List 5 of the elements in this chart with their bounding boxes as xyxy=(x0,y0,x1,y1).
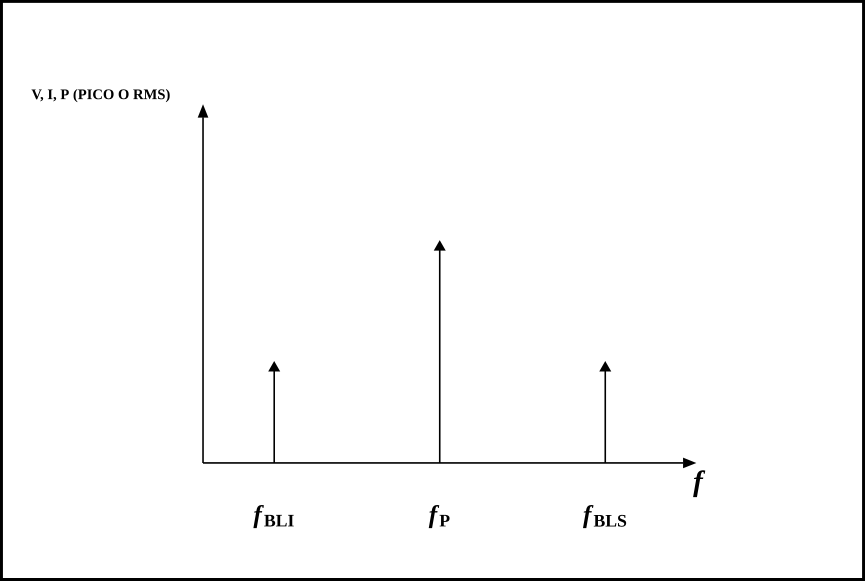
x-axis-title: f xyxy=(693,470,706,498)
chart-title: V, I, P (PICO O RMS) xyxy=(32,88,170,102)
x-tick-label: f$_{BLI}$ xyxy=(253,505,294,528)
x-tick-label: f$_{BLS}$ xyxy=(582,505,626,528)
x-tick-label: f$_{P}$ xyxy=(428,505,450,528)
